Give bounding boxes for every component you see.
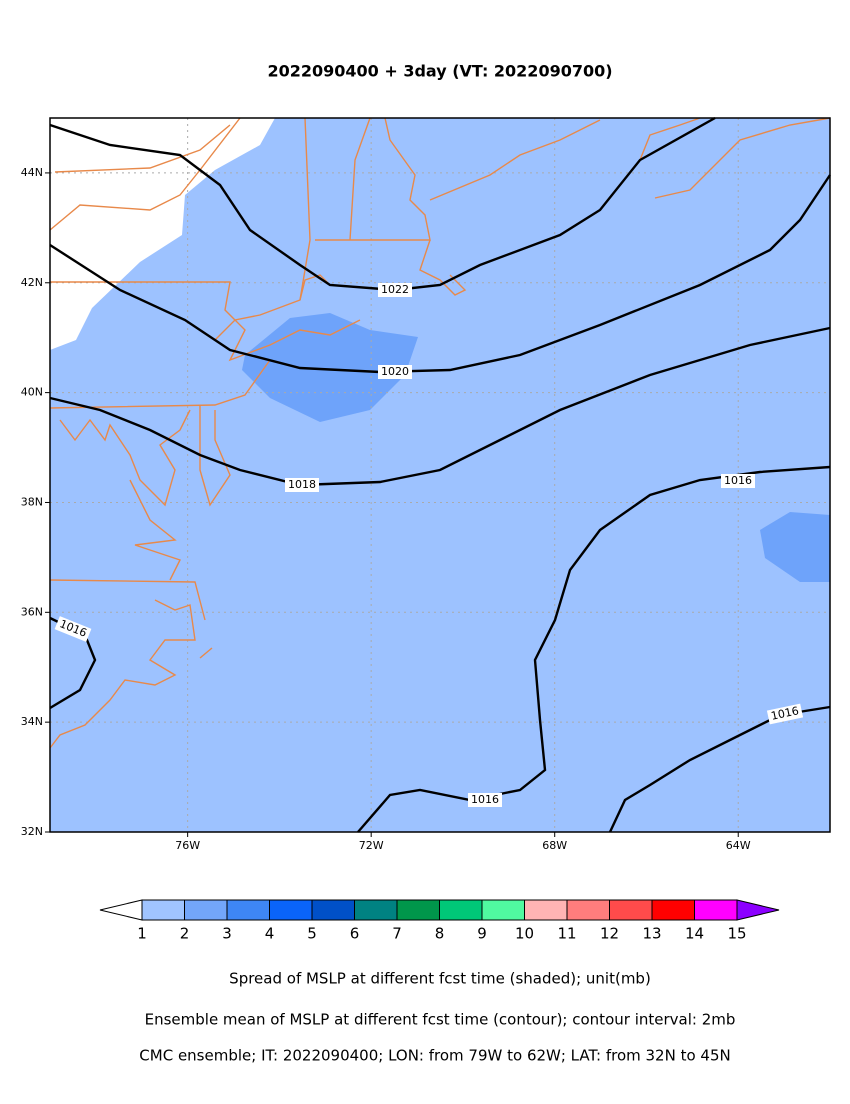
x-tick-label: 76W — [175, 839, 200, 852]
map-frame — [49, 117, 831, 833]
y-tick-label: 44N — [21, 166, 43, 179]
contour-line — [357, 465, 831, 833]
colorbar-segment — [354, 899, 398, 921]
colorbar-label: 9 — [477, 925, 487, 943]
colorbar-label: 5 — [307, 925, 317, 943]
colorbar-label: 3 — [222, 925, 232, 943]
label-box — [54, 616, 92, 642]
colorbar-segment — [609, 899, 653, 921]
y-tick-label: 40N — [21, 386, 43, 399]
contour-label: 1022 — [381, 283, 409, 296]
coastline — [129, 479, 181, 581]
colorbar-segment — [524, 899, 568, 921]
coastline — [639, 117, 701, 161]
colorbar-under — [99, 899, 143, 921]
colorbar-label: 7 — [392, 925, 402, 943]
low-spread-area — [50, 118, 275, 350]
coastline — [199, 647, 213, 659]
axes: 76W 72W 68W 64W 32N 34N 36N 38N 40N 42N 44N — [21, 166, 751, 852]
x-tick-label: 64W — [726, 839, 751, 852]
higher-spread-area — [242, 313, 418, 422]
caption: Spread of MSLP at different fcst time (s… — [229, 970, 651, 988]
y-tick-label: 38N — [21, 495, 43, 508]
label-box — [378, 365, 412, 379]
colorbar-label: 1 — [137, 925, 147, 943]
caption: Ensemble mean of MSLP at different fcst … — [145, 1011, 736, 1029]
spread-shading — [50, 118, 830, 832]
colorbar-label: 11 — [557, 925, 576, 943]
colorbar-segment — [184, 899, 228, 921]
y-tick-label: 34N — [21, 715, 43, 728]
colorbar-label: 14 — [685, 925, 704, 943]
contour-label: 1016 — [471, 793, 499, 806]
border — [299, 117, 311, 301]
colorbar-segment — [566, 899, 610, 921]
contour-labels: 1022 1020 1018 1016 1016 1016 1016 — [54, 283, 804, 807]
x-tick-label: 72W — [359, 839, 384, 852]
coastline — [419, 239, 467, 296]
coastline — [199, 405, 231, 507]
y-tick-label: 32N — [21, 825, 43, 838]
coastline — [49, 117, 241, 231]
caption: CMC ensemble; IT: 2022090400; LON: from … — [139, 1047, 730, 1065]
colorbar-label: 2 — [180, 925, 190, 943]
border — [49, 579, 206, 621]
higher-spread-area — [760, 512, 830, 582]
coastline — [654, 117, 831, 199]
colorbar: 1 2 3 4 5 6 7 8 9 10 11 12 13 14 15 — [99, 899, 780, 943]
contour-label: 1020 — [381, 365, 409, 378]
colorbar-label: 15 — [727, 925, 746, 943]
map-title: 2022090400 + 3day (VT: 2022090700) — [267, 62, 612, 81]
colorbar-segment — [481, 899, 525, 921]
contour-line — [49, 116, 716, 292]
border — [54, 124, 231, 173]
colorbar-segment — [269, 899, 313, 921]
coastlines — [49, 117, 831, 749]
colorbar-label: 4 — [265, 925, 275, 943]
coastline — [49, 599, 196, 749]
colorbar-segment — [439, 899, 483, 921]
colorbar-segment — [651, 899, 695, 921]
contour-label: 1016 — [770, 704, 800, 723]
contour-line — [49, 174, 831, 374]
label-box — [285, 478, 319, 492]
rotated-label: 1016 — [766, 703, 804, 725]
colorbar-label: 10 — [515, 925, 534, 943]
colorbar-label: 12 — [600, 925, 619, 943]
y-tick-label: 36N — [21, 605, 43, 618]
contour-label: 1016 — [724, 474, 752, 487]
colorbar-segment — [141, 899, 185, 921]
colorbar-segment — [311, 899, 355, 921]
border — [349, 117, 371, 241]
colorbar-segment — [694, 899, 738, 921]
contour-label: 1018 — [288, 478, 316, 491]
contour-line — [49, 326, 831, 487]
colorbar-label: 8 — [435, 925, 445, 943]
label-box — [468, 793, 502, 807]
y-tick-label: 42N — [21, 276, 43, 289]
label-box — [721, 474, 755, 488]
coastline — [50, 281, 361, 362]
colorbar-label: 13 — [642, 925, 661, 943]
label-box — [378, 283, 412, 297]
colorbar-segment — [226, 899, 270, 921]
colorbar-label: 6 — [350, 925, 360, 943]
label-box — [766, 703, 804, 725]
colorbar-segment — [396, 899, 440, 921]
x-tick-label: 68W — [542, 839, 567, 852]
coastline — [429, 119, 601, 201]
map-area: 1022 1020 1018 1016 1016 1016 1016 — [49, 116, 831, 833]
colorbar-over — [736, 899, 780, 921]
coastline — [59, 409, 191, 507]
border — [49, 359, 271, 409]
